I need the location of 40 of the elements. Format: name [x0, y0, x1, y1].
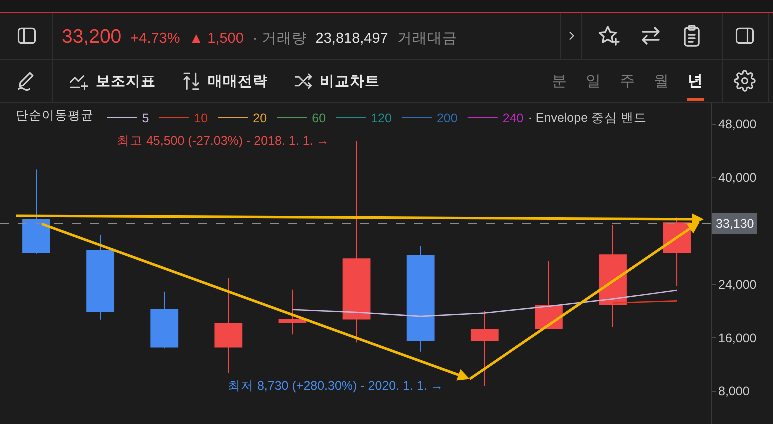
legend-label: 240: [502, 112, 524, 126]
candlestick: [86, 234, 115, 320]
text: +4.73%: [130, 31, 180, 47]
candlestick: [342, 140, 371, 344]
legend-label: 10: [194, 112, 208, 126]
y-tick-label: 48,000: [718, 118, 757, 132]
candlestick: [22, 169, 50, 254]
text: 거래대금: [397, 31, 458, 47]
y-tick-label: 16,000: [718, 331, 757, 346]
text: 23,818,497: [316, 31, 388, 47]
candlestick: [150, 291, 179, 350]
legend-label: 20: [253, 112, 268, 126]
candlestick: [278, 289, 307, 336]
legend-label: 60: [312, 112, 326, 126]
candlestick: [406, 246, 435, 352]
text: 주: [620, 72, 635, 90]
text: 년: [688, 72, 703, 90]
annotation: · Envelope 중심 밴드: [528, 110, 647, 126]
legend-label: 120: [371, 112, 392, 126]
y-tick-label: 24,000: [718, 278, 757, 292]
candlestick: [214, 278, 243, 374]
legend-label: 200: [436, 112, 458, 126]
line-series: [292, 290, 678, 318]
text: 보조지표: [96, 72, 156, 90]
legend-title: 단순이동평균: [16, 108, 94, 122]
chart-title: 33,200: [62, 26, 122, 48]
text: ▲ 1,500: [189, 31, 244, 47]
annotation: 최저 8,730 (+280.30%) - 2020. 1. 1. →: [228, 379, 444, 393]
y-tick-label: 40,000: [718, 171, 757, 186]
text: 분: [552, 72, 567, 90]
text: 일: [586, 72, 601, 90]
ref-line-label: 33,130: [716, 217, 754, 231]
y-tick-label: 8,000: [718, 384, 750, 399]
text: 매매전략: [208, 72, 268, 90]
annotation: 최고 45,500 (-27.03%) - 2018. 1. 1. →: [117, 134, 330, 148]
candlestick: [470, 310, 499, 387]
text: 비교차트: [320, 72, 380, 90]
text: 월: [654, 72, 669, 90]
text: · 거래량: [252, 31, 307, 47]
legend-label: 5: [142, 112, 150, 126]
